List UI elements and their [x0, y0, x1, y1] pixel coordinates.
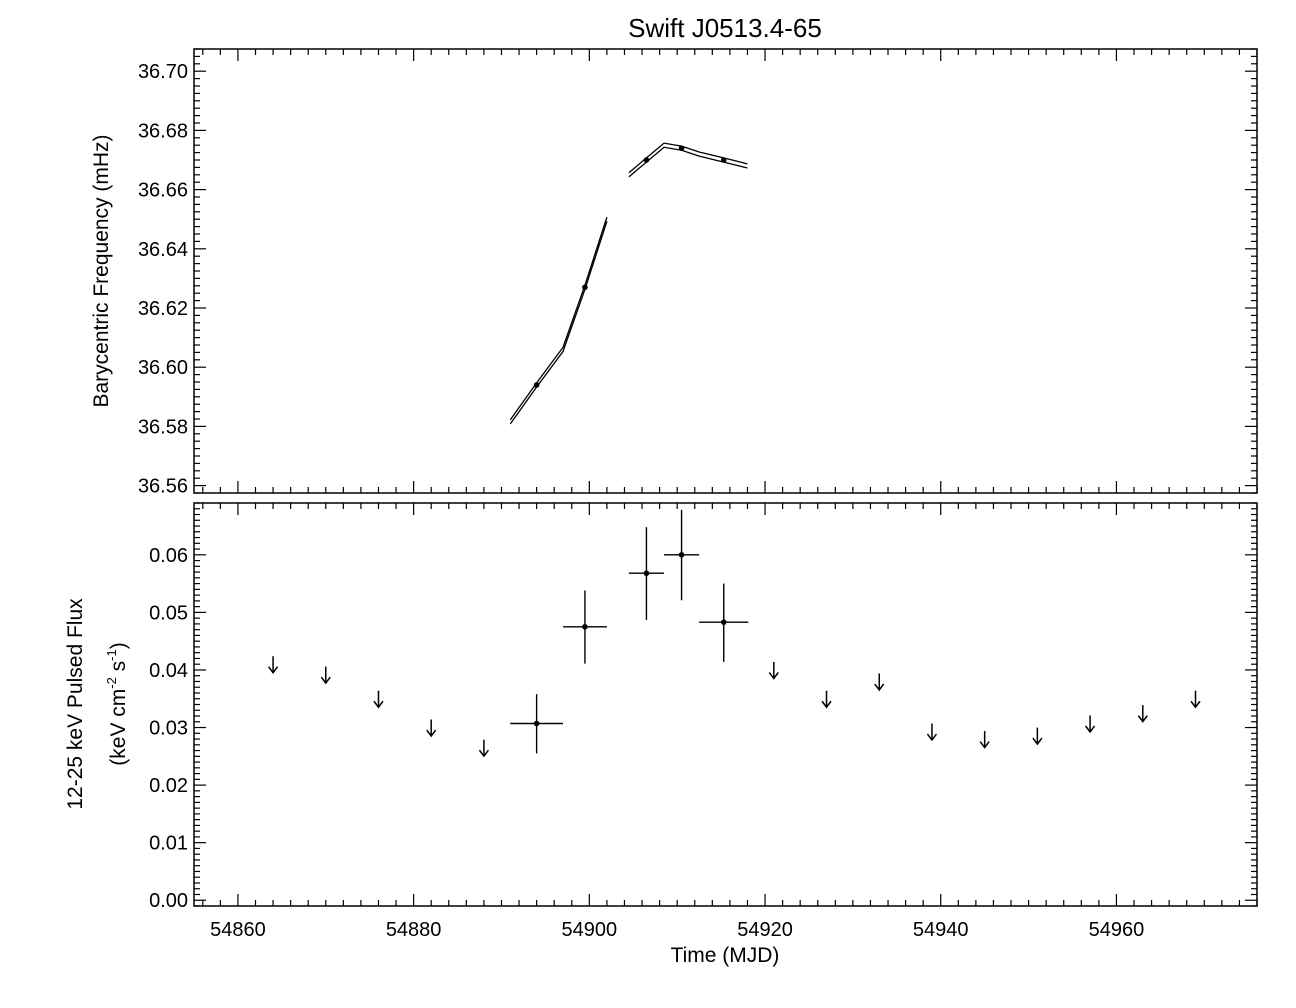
frequency-curve-edge	[509, 221, 608, 425]
flux-upper-limit-arrow	[821, 690, 832, 709]
time-x-tick-label: 54960	[1089, 919, 1145, 941]
flux-upper-limit-arrow	[426, 719, 437, 738]
time-x-axis-label: Time (MJD)	[671, 944, 780, 967]
frequency-y-axis-label: Barycentric Frequency (mHz)	[90, 134, 113, 407]
flux-upper-limit-arrow	[874, 673, 885, 692]
flux-y-tick-labels: 0.00 0.01 0.02 0.03 0.04 0.05 0.06	[149, 545, 188, 912]
time-x-tick-label: 54900	[562, 919, 618, 941]
flux-y-tick-label: 0.02	[149, 775, 188, 797]
flux-upper-limit-arrow	[267, 656, 279, 674]
time-x-tick-labels: 54860 54880 54900 54920 54940 54960	[210, 919, 1144, 941]
flux-y-tick-label: 0.00	[149, 890, 188, 912]
frequency-point	[582, 284, 588, 291]
frequency-y-tick-label: 36.64	[138, 239, 188, 261]
time-x-tick-label: 54860	[210, 919, 266, 941]
frequency-axis-ticks	[194, 48, 1258, 494]
frequency-curve	[509, 142, 748, 425]
flux-upper-limit-arrow	[1084, 715, 1096, 734]
flux-point	[533, 720, 540, 727]
flux-point	[643, 570, 650, 577]
flux-upper-limit-arrow	[926, 723, 938, 742]
flux-point	[720, 619, 727, 625]
frequency-y-tick-labels: 36.56 36.58 36.60 36.62 36.64 36.66 36.68 36.70	[138, 61, 188, 497]
frequency-y-tick-label: 36.60	[138, 357, 188, 379]
flux-point	[678, 552, 685, 558]
flux-axis-ticks	[194, 502, 1258, 907]
frequency-curve-edge	[509, 216, 608, 421]
time-x-tick-label: 54920	[737, 919, 793, 941]
flux-y-tick-label: 0.06	[149, 545, 188, 567]
flux-detections	[510, 509, 749, 754]
flux-detection	[664, 509, 700, 601]
flux-detection	[562, 590, 607, 664]
frequency-point	[678, 145, 685, 151]
flux-y-axis-label: 12-25 keV Pulsed Flux	[64, 598, 87, 810]
flux-detection	[628, 527, 665, 620]
frequency-y-tick-label: 36.70	[138, 61, 188, 83]
flux-y-tick-label: 0.03	[149, 718, 188, 740]
flux-upper-limit-arrow	[478, 739, 490, 758]
flux-upper-limits	[267, 656, 1201, 758]
frequency-point	[720, 157, 727, 163]
flux-upper-limit-arrow	[1137, 705, 1148, 723]
time-x-tick-label: 54940	[913, 919, 969, 941]
flux-detection	[510, 694, 563, 754]
flux-y-tick-label: 0.04	[149, 660, 188, 682]
pulsed-flux-panel: 0.000.010.020.030.040.050.06 54860 54880 5…	[64, 502, 1258, 967]
flux-y-tick-label: 0.01	[149, 833, 188, 855]
frequency-y-tick-label: 36.58	[138, 416, 188, 438]
flux-detection	[699, 583, 749, 662]
frequency-y-tick-label: 36.56	[138, 476, 188, 498]
flux-y-tick-label: 0.05	[149, 602, 188, 624]
frequency-y-tick-label: 36.66	[138, 180, 188, 202]
frequency-y-tick-label: 36.62	[138, 298, 188, 320]
flux-upper-limit-arrow	[373, 690, 384, 709]
frequency-panel-frame	[193, 48, 1258, 494]
flux-upper-limit-arrow	[1190, 690, 1201, 709]
frequency-points	[533, 145, 727, 388]
flux-point	[582, 623, 588, 630]
flux-upper-limit-arrow	[1032, 727, 1043, 746]
chart-title: Swift J0513.4-65	[628, 13, 822, 43]
pulsed-flux-panel-frame	[193, 502, 1258, 907]
flux-upper-limit-arrow	[768, 661, 779, 680]
time-x-tick-label: 54880	[386, 919, 442, 941]
flux-upper-limit-arrow	[979, 731, 990, 749]
frequency-point	[533, 382, 540, 388]
frequency-panel: 36.56 36.58 36.60 36.62 36.64 36.66 36.68 36.70…	[90, 48, 1258, 498]
frequency-y-tick-label: 36.68	[138, 120, 188, 142]
frequency-point	[643, 157, 650, 163]
flux-upper-limit-arrow	[320, 666, 331, 685]
flux-y-axis-units: (keV cm-2 s-1)	[104, 642, 130, 765]
